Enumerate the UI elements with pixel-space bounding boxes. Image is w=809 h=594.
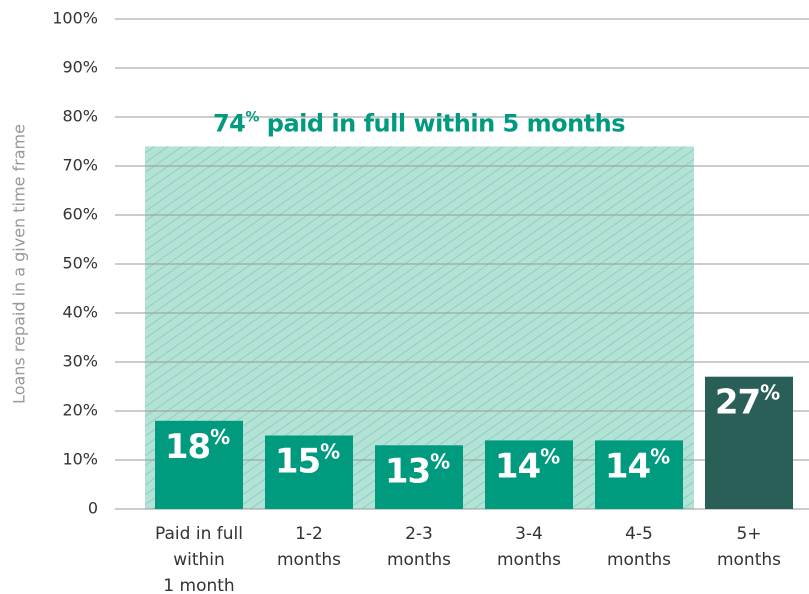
y-tick-label: 50%: [62, 254, 98, 273]
value-label: 13%: [385, 449, 450, 491]
bar: [485, 440, 573, 509]
bar: [595, 440, 683, 509]
y-tick-label: 30%: [62, 352, 98, 371]
x-tick-label: months: [277, 550, 341, 570]
bar: [155, 420, 243, 509]
bar: [375, 445, 463, 509]
y-tick-label: 80%: [62, 107, 98, 126]
value-label: 18%: [165, 424, 230, 466]
x-tick-label: 2-3: [405, 524, 433, 544]
x-tick-label: 1-2: [295, 524, 323, 544]
y-tick-label: 40%: [62, 303, 98, 322]
value-label: 14%: [495, 444, 560, 486]
value-label: 15%: [275, 439, 340, 481]
bar: [265, 435, 353, 509]
x-tick-label: months: [717, 550, 781, 570]
value-label: 14%: [605, 444, 670, 486]
y-tick-label: 100%: [52, 9, 98, 28]
x-tick-label: Paid in full: [155, 524, 243, 544]
y-tick-label: 70%: [62, 156, 98, 175]
x-tick-label: 1 month: [163, 576, 234, 594]
x-tick-label: months: [387, 550, 451, 570]
x-tick-label: months: [607, 550, 671, 570]
x-tick-label: 4-5: [625, 524, 653, 544]
annotation-text: 74% paid in full within 5 months: [213, 109, 625, 137]
y-tick-label: 60%: [62, 205, 98, 224]
y-tick-label: 10%: [62, 450, 98, 469]
x-tick-label: months: [497, 550, 561, 570]
bar: [705, 376, 793, 509]
y-tick-label: 90%: [62, 58, 98, 77]
x-tick-label: 3-4: [515, 524, 543, 544]
value-label: 27%: [715, 380, 780, 422]
y-axis-title: Loans repaid in a given time frame: [10, 124, 29, 404]
x-tick-label: within: [173, 550, 225, 570]
y-tick-label: 0: [88, 499, 98, 518]
x-tick-label: 5+: [736, 524, 761, 544]
y-tick-label: 20%: [62, 401, 98, 420]
